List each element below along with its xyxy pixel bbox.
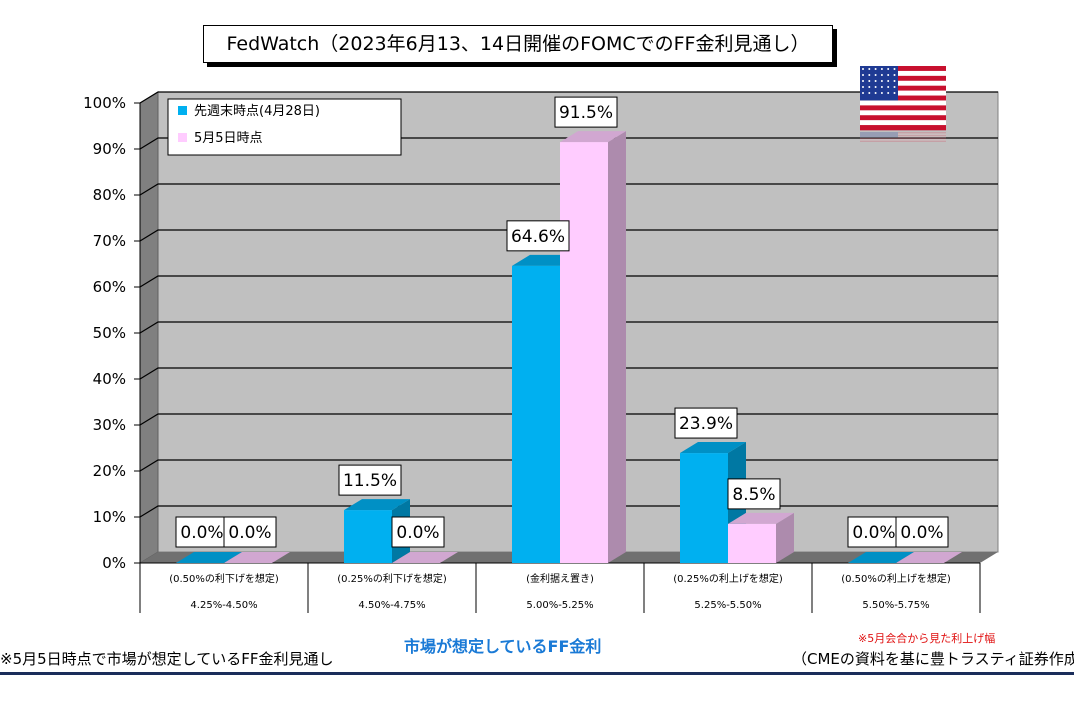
y-tick-label: 10% bbox=[93, 508, 126, 526]
bar-top bbox=[560, 131, 626, 143]
y-tick-label: 30% bbox=[93, 416, 126, 434]
bar-side bbox=[776, 512, 794, 563]
data-label: 8.5% bbox=[732, 485, 775, 505]
footer-note-red: ※5月会合から見た利上げ幅 bbox=[858, 632, 996, 645]
bar-front bbox=[512, 265, 560, 563]
data-label-box bbox=[674, 407, 738, 439]
y-tick-label: 60% bbox=[93, 278, 126, 296]
bar-front bbox=[560, 142, 608, 563]
data-label: 64.6% bbox=[511, 227, 565, 247]
y-tick-label: 80% bbox=[93, 186, 126, 204]
footer-note-left: ※5月5日時点で市場が想定しているFF金利見通し bbox=[0, 650, 334, 668]
data-label-box bbox=[727, 478, 781, 510]
data-label-box bbox=[847, 516, 901, 548]
data-label: 91.5% bbox=[559, 103, 613, 123]
data-label-box bbox=[223, 516, 277, 548]
data-label: 0.0% bbox=[228, 523, 271, 543]
data-label: 11.5% bbox=[343, 471, 397, 491]
category-label: (0.50%の利下げを想定) bbox=[169, 572, 279, 585]
category-label: (0.25%の利上げを想定) bbox=[673, 572, 783, 585]
legend-box bbox=[167, 98, 402, 156]
bar-front bbox=[680, 453, 728, 563]
gridline bbox=[139, 91, 998, 104]
bar-may5 bbox=[896, 552, 962, 563]
data-label-box bbox=[554, 96, 618, 128]
data-label: 0.0% bbox=[396, 523, 439, 543]
category-label: (金利据え置き) bbox=[526, 572, 594, 585]
bar-top bbox=[680, 442, 746, 454]
y-tick-label: 50% bbox=[93, 324, 126, 342]
data-label-box bbox=[506, 220, 570, 252]
us-flag-icon bbox=[860, 66, 946, 142]
category-range-label: 5.50%-5.75% bbox=[862, 600, 929, 611]
y-tick-label: 40% bbox=[93, 370, 126, 388]
bar-top bbox=[896, 552, 962, 563]
bar-front bbox=[344, 510, 392, 563]
bar-top bbox=[728, 512, 794, 524]
bar-front bbox=[728, 523, 776, 563]
bar-side bbox=[608, 131, 626, 563]
bar-may5 bbox=[728, 512, 794, 563]
bar-top bbox=[224, 552, 290, 563]
legend-label: 5月5日時点 bbox=[194, 131, 263, 146]
bar-may5 bbox=[560, 131, 626, 563]
legend: 先週末時点(4月28日) 5月5日時点 bbox=[167, 98, 402, 156]
data-label: 23.9% bbox=[679, 414, 733, 434]
data-label: 0.0% bbox=[852, 523, 895, 543]
category-range-label: 5.25%-5.50% bbox=[694, 600, 761, 611]
data-label-box bbox=[175, 516, 229, 548]
data-label-box bbox=[338, 464, 402, 496]
y-tick-label: 20% bbox=[93, 462, 126, 480]
bottom-divider bbox=[0, 672, 1074, 675]
legend-swatch bbox=[178, 106, 187, 115]
y-tick-label: 90% bbox=[93, 140, 126, 158]
data-label-box bbox=[391, 516, 445, 548]
y-tick-label: 70% bbox=[93, 232, 126, 250]
gridline bbox=[139, 229, 998, 242]
legend-swatch bbox=[178, 133, 187, 142]
y-tick-label: 0% bbox=[102, 554, 126, 572]
data-label: 0.0% bbox=[900, 523, 943, 543]
category-label: (0.25%の利下げを想定) bbox=[337, 572, 447, 585]
bar-chart: 0% 10% 20% 30% 40% 50% 60% 70% 80% 90% 100% (0.50%の… bbox=[83, 91, 999, 613]
bar-top bbox=[848, 552, 914, 563]
bar-top bbox=[392, 552, 458, 563]
bar-may5 bbox=[224, 552, 290, 563]
gridline bbox=[139, 321, 998, 334]
bar-may5 bbox=[392, 552, 458, 563]
category-range-label: 4.50%-4.75% bbox=[358, 600, 425, 611]
data-label: 0.0% bbox=[180, 523, 223, 543]
gridline bbox=[139, 183, 998, 196]
category-range-label: 4.25%-4.50% bbox=[190, 600, 257, 611]
bar-prev-week bbox=[848, 552, 914, 563]
bar-top bbox=[176, 552, 242, 563]
source-note: （CMEの資料を基に豊トラスティ証券作成） bbox=[792, 650, 1074, 668]
bar-prev-week bbox=[176, 552, 242, 563]
gridline bbox=[139, 275, 998, 288]
y-tick-label: 100% bbox=[83, 94, 126, 112]
gridline bbox=[139, 137, 998, 150]
category-range-label: 5.00%-5.25% bbox=[526, 600, 593, 611]
data-label-box bbox=[895, 516, 949, 548]
legend-label: 先週末時点(4月28日) bbox=[194, 104, 320, 119]
bar-top bbox=[344, 499, 410, 511]
chart-title: FedWatch（2023年6月13、14日開催のFOMCでのFF金利見通し） bbox=[203, 25, 833, 63]
gridline bbox=[139, 367, 998, 380]
category-label: (0.50%の利上げを想定) bbox=[841, 572, 951, 585]
x-axis-title: 市場が想定しているFF金利 bbox=[404, 637, 602, 656]
